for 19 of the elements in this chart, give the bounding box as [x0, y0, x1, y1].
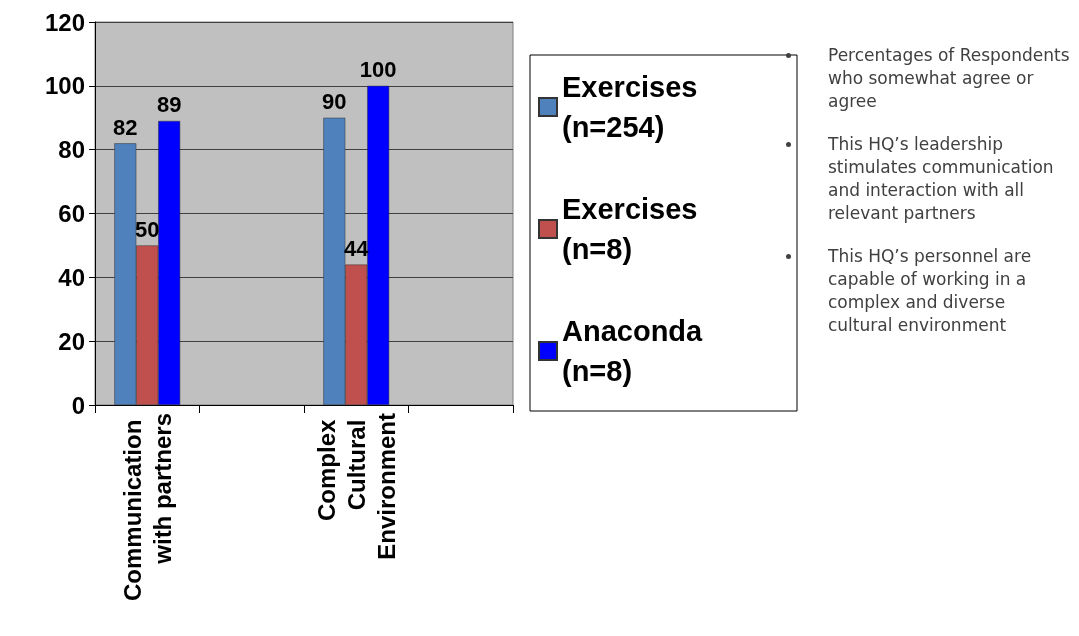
data-label: 89 [156, 92, 182, 118]
legend-label: Exercises (n=254) [562, 71, 706, 143]
y-tick-label: 60 [58, 200, 85, 227]
y-tick-label: 100 [44, 72, 85, 100]
data-label: 90 [322, 89, 347, 115]
text: This HQ’s personnel are capable of working in a complex and diverse cultural environment [828, 245, 1033, 337]
y-tick-label: 20 [58, 327, 85, 355]
y-tick-label: 0 [71, 391, 85, 419]
text: Percentages of Respondents who somewhat agree or agree [828, 44, 1070, 113]
data-label: 82 [113, 114, 138, 140]
legend-label: Exercises (n=8) [562, 193, 706, 265]
x-tick-label: Communication with partners [118, 413, 176, 602]
text: This HQ’s leadership stimulates communication and interaction with all relevant partners [828, 133, 1055, 225]
x-tick-label: Complex Cultural Environment [312, 413, 400, 560]
y-tick-label: 80 [58, 136, 85, 164]
legend-label: Anaconda (n=8) [562, 315, 711, 387]
y-tick-label: 120 [44, 8, 85, 36]
y-tick-label: 40 [58, 263, 85, 291]
data-label: 100 [359, 57, 397, 83]
